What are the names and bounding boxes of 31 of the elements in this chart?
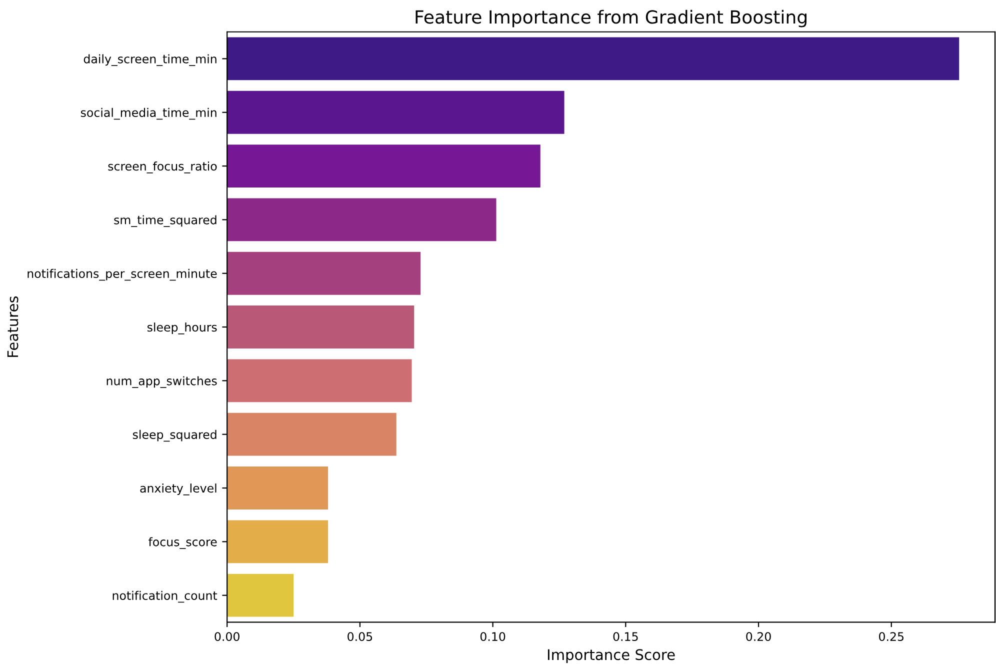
y-tick-label: sm_time_squared [114,215,216,227]
bar [227,520,328,564]
y-tick-label: anxiety_level [140,484,216,496]
y-tick-label: notifications_per_screen_minute [28,268,217,281]
bar [227,412,396,456]
x-tick-label: 0.25 [879,632,904,642]
bar [227,466,328,510]
y-tick-label: notification_count [112,590,218,603]
chart-title: Feature Importance from Gradient Boosting [416,10,806,28]
x-tick-label: 0.05 [348,632,372,642]
y-axis-title: Features [7,296,18,357]
y-tick-label: sleep_squared [132,430,216,442]
bar [227,252,421,295]
bar [227,359,412,402]
bar [227,574,294,617]
x-tick-label: 0.20 [746,632,771,642]
x-tick-label: 0.15 [613,632,638,642]
y-tick-label: num_app_switches [106,376,217,388]
y-tick-label: screen_focus_ratio [108,162,217,174]
y-tick-label: social_media_time_min [80,108,216,120]
y-tick-label: sleep_hours [147,322,217,334]
y-tick-label: daily_screen_time_min [84,54,216,66]
x-tick-label: 0.00 [214,632,240,642]
y-tick-label: focus_score [148,537,217,549]
x-tick-label: 0.10 [480,632,506,642]
x-axis-title: Importance Score [548,649,675,663]
bar [227,306,414,348]
bar [227,90,564,134]
bar [227,144,540,188]
bar [227,198,496,242]
bar [227,37,960,80]
